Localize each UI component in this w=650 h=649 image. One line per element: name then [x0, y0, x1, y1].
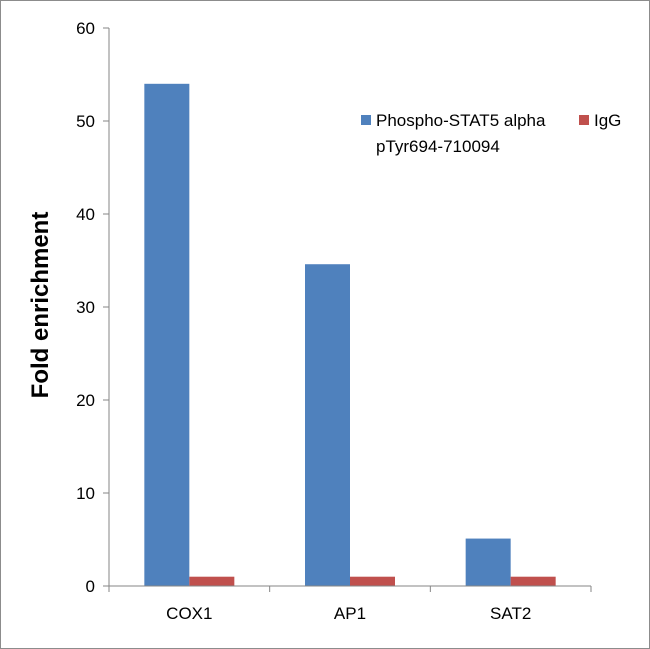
legend-label: Phospho-STAT5 alpha: [376, 111, 546, 130]
y-tick-label: 60: [76, 19, 95, 38]
y-tick-label: 0: [86, 577, 95, 596]
bar-phospho-stat5-ap1: [305, 264, 350, 586]
legend-swatch: [361, 115, 371, 125]
y-axis-label: Fold enrichment: [27, 212, 54, 399]
y-axis-ticks: 0 10 20 30 40 50 60: [76, 19, 109, 596]
y-tick-label: 40: [76, 205, 95, 224]
x-tick-label: SAT2: [490, 604, 531, 623]
legend-label: IgG: [594, 111, 621, 130]
bar-igg-cox1: [189, 576, 235, 586]
x-axis-ticks: COX1 AP1 SAT2: [108, 586, 592, 623]
bar-igg-ap1: [350, 576, 395, 586]
legend-label: pTyr694-710094: [376, 137, 500, 156]
x-tick-label: AP1: [334, 604, 366, 623]
bar-phospho-stat5-sat2: [465, 538, 511, 586]
legend-swatch: [579, 115, 589, 125]
bar-igg-sat2: [510, 576, 556, 586]
x-tick-label: COX1: [166, 604, 212, 623]
y-tick-label: 20: [76, 391, 95, 410]
legend: Phospho-STAT5 alpha pTyr694-710094 IgG: [361, 111, 621, 156]
y-tick-label: 10: [76, 484, 95, 503]
y-tick-label: 50: [76, 112, 95, 131]
bar-phospho-stat5-cox1: [144, 83, 190, 587]
y-tick-label: 30: [76, 298, 95, 317]
bars: [144, 83, 556, 587]
